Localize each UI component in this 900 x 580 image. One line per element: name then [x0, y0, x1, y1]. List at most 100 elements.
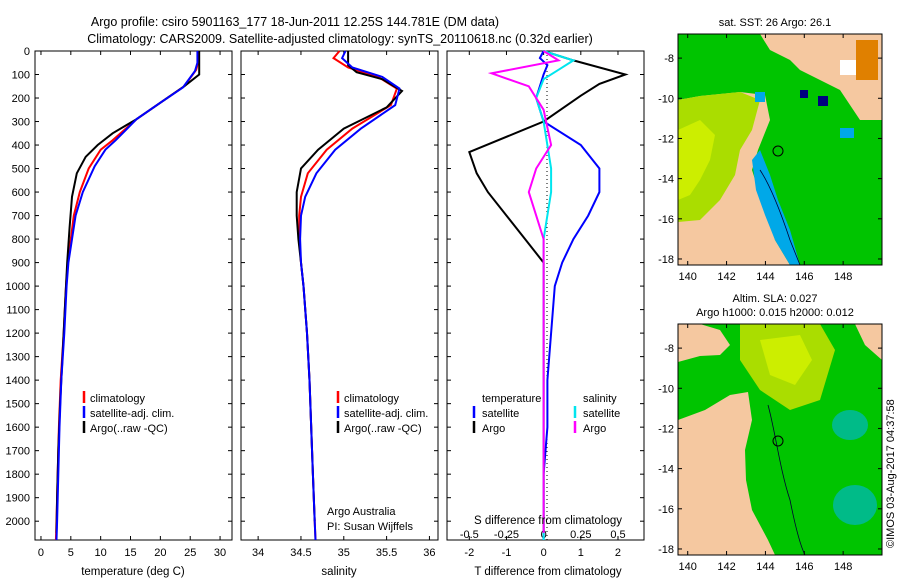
sst-map-title: sat. SST: 26 Argo: 26.1 — [719, 17, 832, 29]
depth-tick-label: 600 — [12, 187, 30, 199]
depth-tick-label: 700 — [12, 211, 30, 223]
map-x-label: 146 — [795, 271, 813, 283]
sla-map-land-south — [678, 392, 775, 555]
map-y-label: -8 — [664, 53, 674, 65]
depth-tick-label: 900 — [12, 258, 30, 270]
salinity-y-ticks — [241, 50, 438, 522]
sal-legend-argo-label: Argo(..raw -QC) — [344, 423, 422, 435]
x-tick-label: 20 — [154, 547, 166, 559]
sst-map-area — [678, 34, 882, 265]
sla-map-argo-marker — [772, 435, 784, 447]
sst-map-cloud-gap — [840, 60, 856, 75]
depth-tick-label: 1000 — [6, 281, 30, 293]
salinity-note-pi: PI: Susan Wijffels — [327, 521, 413, 533]
x-tick-label: 35.5 — [376, 547, 397, 559]
s-tick-label: -0.25 — [494, 529, 519, 541]
sst-map-pixel-dark — [818, 96, 828, 106]
difference-series — [468, 50, 629, 540]
temperature-xlabel: temperature (deg C) — [81, 566, 185, 578]
map-y-label: -18 — [658, 254, 674, 266]
map-x-label: 144 — [756, 271, 774, 283]
depth-tick-label: 200 — [12, 93, 30, 105]
sla-map-title: Altim. SLA: 0.027 — [733, 293, 818, 305]
temperature-legend: climatology satellite-adj. clim. Argo(..… — [82, 391, 174, 435]
difference-panel: -2 -1 0 1 2-0.5 -0.25 0 0.25 0.5 T difference fr… — [446, 50, 645, 578]
temperature-x-axis: 0 5 10 15 20 25 30 — [38, 51, 226, 559]
depth-tick-label: 800 — [12, 234, 30, 246]
map-x-label: 142 — [717, 561, 735, 573]
salinity-series — [295, 50, 404, 541]
legend-satellite-label: satellite-adj. clim. — [90, 408, 174, 420]
salinity-x-axis: 34 34.5 35 35.5 36 — [252, 51, 436, 559]
sal-satellite-line — [299, 50, 401, 541]
diff-legend-s-satellite-label: satellite — [583, 408, 620, 420]
difference-y-ticks — [447, 50, 644, 522]
x-tick-label: 30 — [214, 547, 226, 559]
diff-legend-s-argo-label: Argo — [583, 423, 606, 435]
salinity-axes-box — [240, 50, 439, 541]
sst-map-warm-patch — [856, 40, 878, 80]
map-y-label: -10 — [658, 383, 674, 395]
depth-tick-label: 500 — [12, 164, 30, 176]
depth-axis: 0 100 200 300 400 500 600 700 800 900 1000 1100 1200… — [6, 46, 232, 528]
diff-line-2 — [535, 50, 576, 540]
sst-map-axes: 140 142 144 146 148 -8 -10 -12 -14 -16 -18 — [658, 34, 882, 283]
sst-map-contour — [759, 169, 801, 265]
sst-map-gulf-warm — [678, 120, 715, 200]
map-x-label: 148 — [834, 271, 852, 283]
map-y-label: -16 — [658, 214, 674, 226]
map-x-label: 146 — [795, 561, 813, 573]
x-tick-label: 36 — [423, 547, 435, 559]
salinity-xlabel: salinity — [321, 566, 356, 578]
map-x-label: 144 — [756, 561, 774, 573]
s-tick-label: 0.25 — [570, 529, 591, 541]
sst-map-frame — [677, 33, 883, 266]
sla-map-low-2 — [833, 485, 877, 525]
sst-map-coastal-cool — [752, 150, 800, 265]
sal-legend-satellite-label: satellite-adj. clim. — [344, 408, 428, 420]
x-tick-label: 34 — [252, 547, 264, 559]
depth-tick-label: 2000 — [6, 516, 30, 528]
depth-tick-label: 1100 — [6, 305, 30, 317]
legend-climatology-label: climatology — [90, 393, 146, 405]
diff-legend-sal-title: salinity — [583, 393, 617, 405]
s-tick-label: -0.5 — [460, 529, 479, 541]
header-line-2: Climatology: CARS2009. Satellite-adjuste… — [87, 32, 593, 46]
sla-map-contour — [767, 404, 806, 555]
depth-tick-label: 1900 — [6, 493, 30, 505]
sst-map-pixel-blue-2 — [840, 128, 854, 138]
x-tick-label: -1 — [502, 547, 512, 559]
depth-tick-label: 1700 — [6, 446, 30, 458]
sla-map-panel: Altim. SLA: 0.027 Argo h1000: 0.015 h200… — [658, 293, 883, 573]
x-tick-label: 5 — [68, 547, 74, 559]
x-tick-label: 34.5 — [290, 547, 311, 559]
map-x-label: 148 — [834, 561, 852, 573]
difference-axes-box — [446, 50, 645, 541]
depth-tick-label: 1600 — [6, 422, 30, 434]
temperature-panel: 0100200300400500600700800900100011001200… — [6, 46, 233, 578]
sst-map-pixel-blue — [755, 92, 765, 102]
sla-map-land-north — [678, 324, 730, 362]
depth-tick-label: 1800 — [6, 469, 30, 481]
map-y-label: -14 — [658, 174, 674, 186]
sla-map-frame — [677, 323, 883, 556]
header-line-1: Argo profile: csiro 5901163_177 18-Jun-2… — [91, 15, 499, 29]
diff-line-1 — [468, 50, 629, 533]
temp-satellite-line — [55, 51, 199, 541]
x-tick-label: 1 — [578, 547, 584, 559]
sla-map-land-ne — [855, 324, 882, 360]
sst-map-panel: sat. SST: 26 Argo: 26.1 140 142 144 146 148 -… — [658, 17, 883, 283]
sla-map-axes: 140 142 144 146 148 -8 -10 -12 -14 -16 -18 — [658, 324, 882, 573]
sla-map-peak — [760, 335, 812, 385]
depth-tick-label: 1400 — [6, 375, 30, 387]
temperature-axes-box — [34, 50, 233, 541]
x-tick-label: -2 — [464, 547, 474, 559]
difference-top-label: S difference from climatology — [474, 515, 622, 527]
map-y-label: -14 — [658, 464, 674, 476]
x-tick-label: 2 — [615, 547, 621, 559]
difference-xlabel: T difference from climatology — [474, 566, 621, 578]
depth-tick-label: 1300 — [6, 352, 30, 364]
x-tick-label: 0 — [38, 547, 44, 559]
x-tick-label: 10 — [95, 547, 107, 559]
